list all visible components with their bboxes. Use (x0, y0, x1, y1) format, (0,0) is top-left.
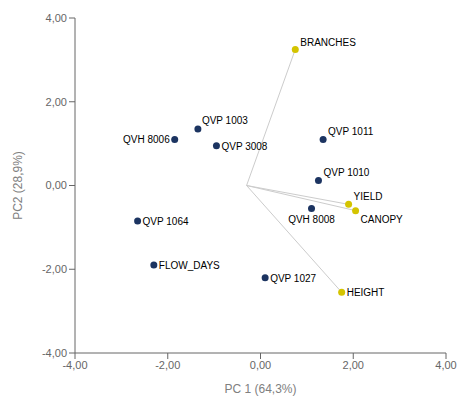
svg-text:-4,00: -4,00 (42, 347, 67, 359)
svg-text:QVP 1011: QVP 1011 (328, 126, 374, 137)
svg-text:QVP 1027: QVP 1027 (270, 273, 316, 284)
svg-text:2,00: 2,00 (46, 96, 67, 108)
svg-text:-2,00: -2,00 (42, 263, 67, 275)
svg-text:QVP 1064: QVP 1064 (143, 216, 189, 227)
svg-text:-4,00: -4,00 (62, 359, 87, 371)
svg-text:QVH 8006: QVH 8006 (123, 134, 170, 145)
svg-text:PC2 (28,9%): PC2 (28,9%) (11, 151, 25, 220)
svg-text:2,00: 2,00 (343, 359, 364, 371)
svg-text:4,00: 4,00 (435, 359, 456, 371)
svg-text:PC 1 (64,3%): PC 1 (64,3%) (224, 382, 296, 396)
svg-text:FLOW_DAYS: FLOW_DAYS (159, 260, 220, 271)
svg-text:QVP 1010: QVP 1010 (323, 167, 369, 178)
svg-text:YIELD: YIELD (354, 191, 383, 202)
svg-text:HEIGHT: HEIGHT (347, 287, 385, 298)
svg-text:QVP 3008: QVP 3008 (221, 141, 267, 152)
svg-text:CANOPY: CANOPY (361, 214, 404, 225)
svg-text:4,00: 4,00 (46, 12, 67, 24)
svg-text:QVP 1003: QVP 1003 (202, 115, 248, 126)
svg-text:QVH 8008: QVH 8008 (288, 214, 335, 225)
svg-text:-2,00: -2,00 (155, 359, 180, 371)
svg-text:0,00: 0,00 (250, 359, 271, 371)
svg-text:0,00: 0,00 (46, 179, 67, 191)
svg-text:BRANCHES: BRANCHES (300, 37, 356, 48)
